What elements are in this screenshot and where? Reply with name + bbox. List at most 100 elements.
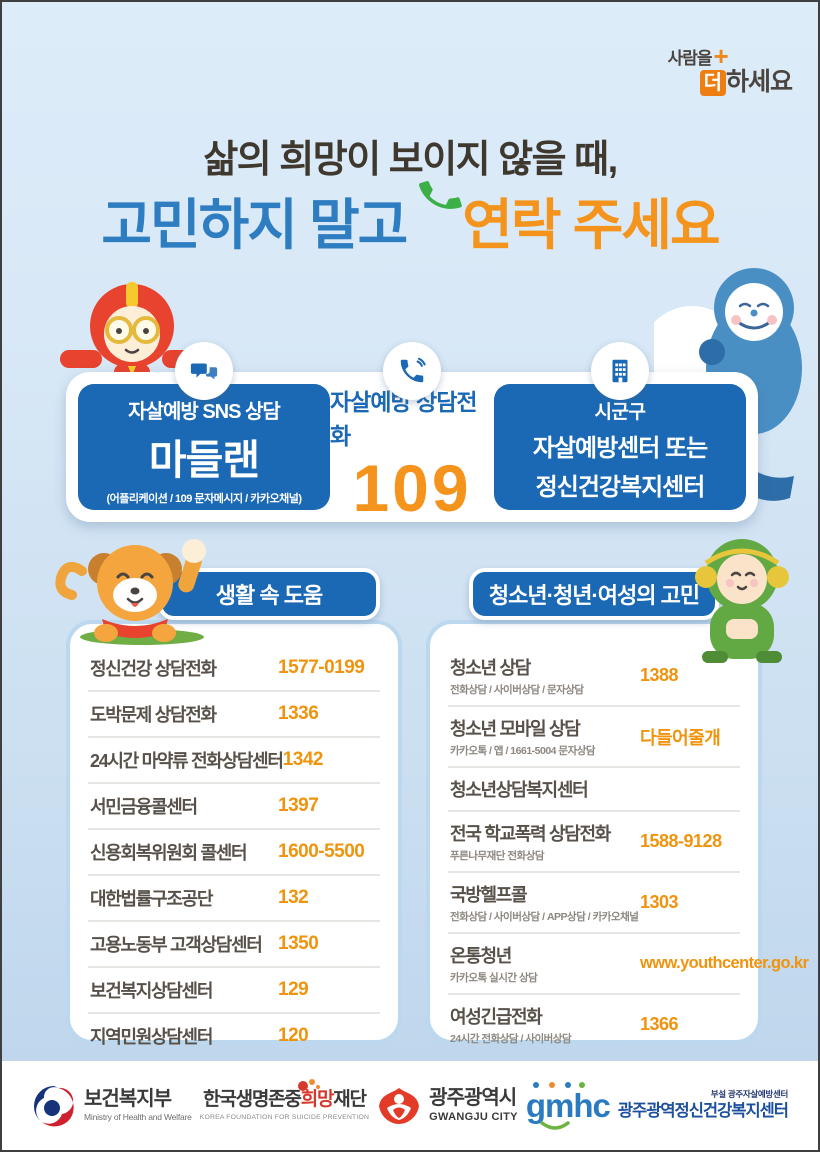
- phone-number: 129: [278, 979, 309, 1000]
- service-name: 고용노동부 고객상담센터: [90, 935, 263, 955]
- headline-blue-text: 고민하지 말고: [101, 194, 408, 256]
- service-channels: 24시간 전화상담 / 사이버상담: [450, 1033, 572, 1045]
- plus-icon: +: [713, 41, 729, 71]
- hotline-bar: 자살예방 SNS 상담 마들랜 (어플리케이션 / 109 문자메시지 / 카카…: [66, 342, 758, 522]
- gmhc-name: 광주광역정신건강복지센터: [617, 1101, 789, 1120]
- table-row: 청소년상담복지센터: [448, 768, 740, 812]
- center-line1: 시군구: [594, 401, 646, 423]
- gwangju-sub: GWANGJU CITY: [429, 1111, 518, 1124]
- table-row: 보건복지상담센터 129: [88, 968, 380, 1014]
- youth-panel: 청소년·청년·여성의 고민 청소년 상담 전화상담 / 사이버상담 / 문자상담…: [426, 568, 809, 1045]
- phone-number: 120: [278, 1025, 309, 1046]
- service-name: 전국 학교폭력 상담전화: [450, 824, 611, 844]
- service-name: 여성긴급전화: [450, 1007, 543, 1027]
- headline-line1: 삶의 희망이 보이지 않을 때,: [203, 139, 618, 181]
- service-channels: 카카오톡 / 앱 / 1661-5004 문자상담: [450, 745, 596, 757]
- service-name: 청소년 모바일 상담: [450, 719, 581, 739]
- phone-number: 1577-0199: [278, 657, 365, 678]
- service-name: 도박문제 상담전화: [90, 705, 217, 725]
- headline-line2: 고민하지 말고 연락 주세요: [2, 180, 818, 260]
- service-name: 온통청년: [450, 946, 512, 966]
- gwangju-emblem-icon: [379, 1087, 420, 1124]
- table-row: 청소년 모바일 상담 카카오톡 / 앱 / 1661-5004 문자상담 다들어…: [448, 707, 740, 768]
- gmhc-top-label: 부설 광주자살예방센터: [710, 1089, 789, 1100]
- call-number-109: 109: [352, 451, 472, 525]
- kfsp-name-post: 재단: [333, 1088, 367, 1110]
- logo-mohw: 보건복지부 Ministry of Health and Welfare: [32, 1084, 192, 1128]
- service-name: 청소년상담복지센터: [450, 780, 589, 800]
- phone-number: 1388: [640, 665, 679, 685]
- service-name: 신용회복위원회 콜센터: [90, 843, 248, 863]
- table-row: 신용회복위원회 콜센터 1600-5500: [88, 830, 380, 876]
- call-109-section: 자살예방 상담전화 109: [330, 342, 494, 521]
- mohw-sub: Ministry of Health and Welfare: [84, 1112, 192, 1123]
- phone-number: 1336: [278, 703, 319, 724]
- phone-number: 132: [278, 887, 309, 908]
- logo-kfsp: 한국생명존중희망재단 KOREA FOUNDATION FOR SUICIDE …: [200, 1078, 369, 1121]
- table-row: 전국 학교폭력 상담전화 푸른나무재단 전화상담 1588-9128: [448, 812, 740, 873]
- phone-number: 1303: [640, 892, 679, 912]
- table-row: 24시간 마약류 전화상담센터 1342: [88, 738, 380, 784]
- gmhc-dots-icon: [532, 1082, 585, 1088]
- phone-number: 1600-5500: [278, 841, 365, 862]
- brand-rest: 하세요: [725, 68, 793, 97]
- table-row: 도박문제 상담전화 1336: [88, 692, 380, 738]
- service-name: 정신건강 상담전화: [90, 659, 217, 679]
- table-row: 지역민원상담센터 120: [88, 1014, 380, 1058]
- logo-gmhc: gmhc 부설 광주자살예방센터 광주광역정신건강복지센터: [526, 1082, 789, 1130]
- service-name: 대한법률구조공단: [90, 889, 213, 909]
- sns-service-name: 마들랜: [148, 436, 260, 483]
- phone-waves-icon: [383, 342, 441, 400]
- service-name: 국방헬프콜: [450, 885, 528, 905]
- service-name: 보건복지상담센터: [90, 981, 213, 1001]
- mascot-dog: [55, 539, 206, 645]
- life-panel-title: 생활 속 도움: [158, 568, 380, 620]
- table-row: 여성긴급전화 24시간 전화상담 / 사이버상담 1366: [448, 995, 740, 1054]
- service-channels: 푸른나무재단 전화상담: [450, 850, 545, 862]
- mohw-name: 보건복지부: [84, 1088, 172, 1111]
- center-line3: 정신건강복지센터: [535, 473, 706, 501]
- phone-number: 1350: [278, 933, 319, 954]
- sns-box-title: 자살예방 SNS 상담: [128, 400, 281, 423]
- life-panel-body: 정신건강 상담전화 1577-0199 도박문제 상담전화 1336 24시간 …: [66, 620, 402, 1047]
- service-channels: 전화상담 / 사이버상담 / APP상담 / 카카오채널: [450, 911, 639, 923]
- service-contact: 다들어줄개: [640, 727, 721, 748]
- youth-panel-body: 청소년 상담 전화상담 / 사이버상담 / 문자상담 1388 청소년 모바일 …: [426, 620, 809, 1045]
- mascot-green-kid: [695, 539, 789, 663]
- gmhc-mark: gmhc: [526, 1082, 611, 1130]
- sns-channels: (어플리케이션 / 109 문자메시지 / 카카오채널): [106, 492, 303, 505]
- table-row: 정신건강 상담전화 1577-0199: [88, 646, 380, 692]
- table-row: 고용노동부 고객상담센터 1350: [88, 922, 380, 968]
- kfsp-dots-icon: [298, 1078, 321, 1091]
- local-center-box: 시군구 자살예방센터 또는 정신건강복지센터: [494, 342, 746, 510]
- service-name: 24시간 마약류 전화상담센터: [90, 751, 284, 771]
- gmhc-smile-icon: [540, 1121, 570, 1130]
- gwangju-name: 광주광역시: [429, 1087, 517, 1110]
- headline-orange-text: 연락 주세요: [462, 194, 720, 256]
- life-help-panel: 생활 속 도움 정신건강 상담전화 1577-0199 도박문제 상담전화 13…: [66, 568, 402, 1047]
- service-channels: 전화상담 / 사이버상담 / 문자상담: [450, 684, 584, 696]
- chat-bubbles-icon: [175, 342, 233, 400]
- phone-number: 1342: [282, 749, 324, 770]
- kfsp-name-accent: 희망: [300, 1088, 335, 1110]
- brand-logo: 사람을 + 더 하세요: [666, 41, 793, 97]
- service-name: 지역민원상담센터: [90, 1027, 213, 1047]
- building-icon: [591, 342, 649, 400]
- phone-number: 1366: [640, 1014, 679, 1034]
- brand-deo-box: 더: [699, 69, 726, 96]
- brand-word1: 사람을: [667, 48, 713, 68]
- kfsp-name-pre: 한국생명존중: [203, 1088, 302, 1110]
- sns-counsel-box: 자살예방 SNS 상담 마들랜 (어플리케이션 / 109 문자메시지 / 카카…: [78, 342, 330, 510]
- mohw-taegeuk-icon: [34, 1085, 74, 1126]
- youth-panel-title: 청소년·청년·여성의 고민: [469, 568, 719, 620]
- table-row: 국방헬프콜 전화상담 / 사이버상담 / APP상담 / 카카오채널 1303: [448, 873, 740, 934]
- service-name: 청소년 상담: [450, 658, 531, 678]
- service-channels: 카카오톡 실시간 상담: [450, 972, 538, 984]
- footer: 보건복지부 Ministry of Health and Welfare 한국생…: [2, 1061, 818, 1150]
- center-line2: 자살예방센터 또는: [532, 434, 708, 462]
- green-phone-icon: [410, 162, 468, 220]
- mascot-firefighter: [60, 282, 204, 390]
- table-row: 청소년 상담 전화상담 / 사이버상담 / 문자상담 1388: [448, 646, 740, 707]
- phone-number: 1397: [278, 795, 319, 816]
